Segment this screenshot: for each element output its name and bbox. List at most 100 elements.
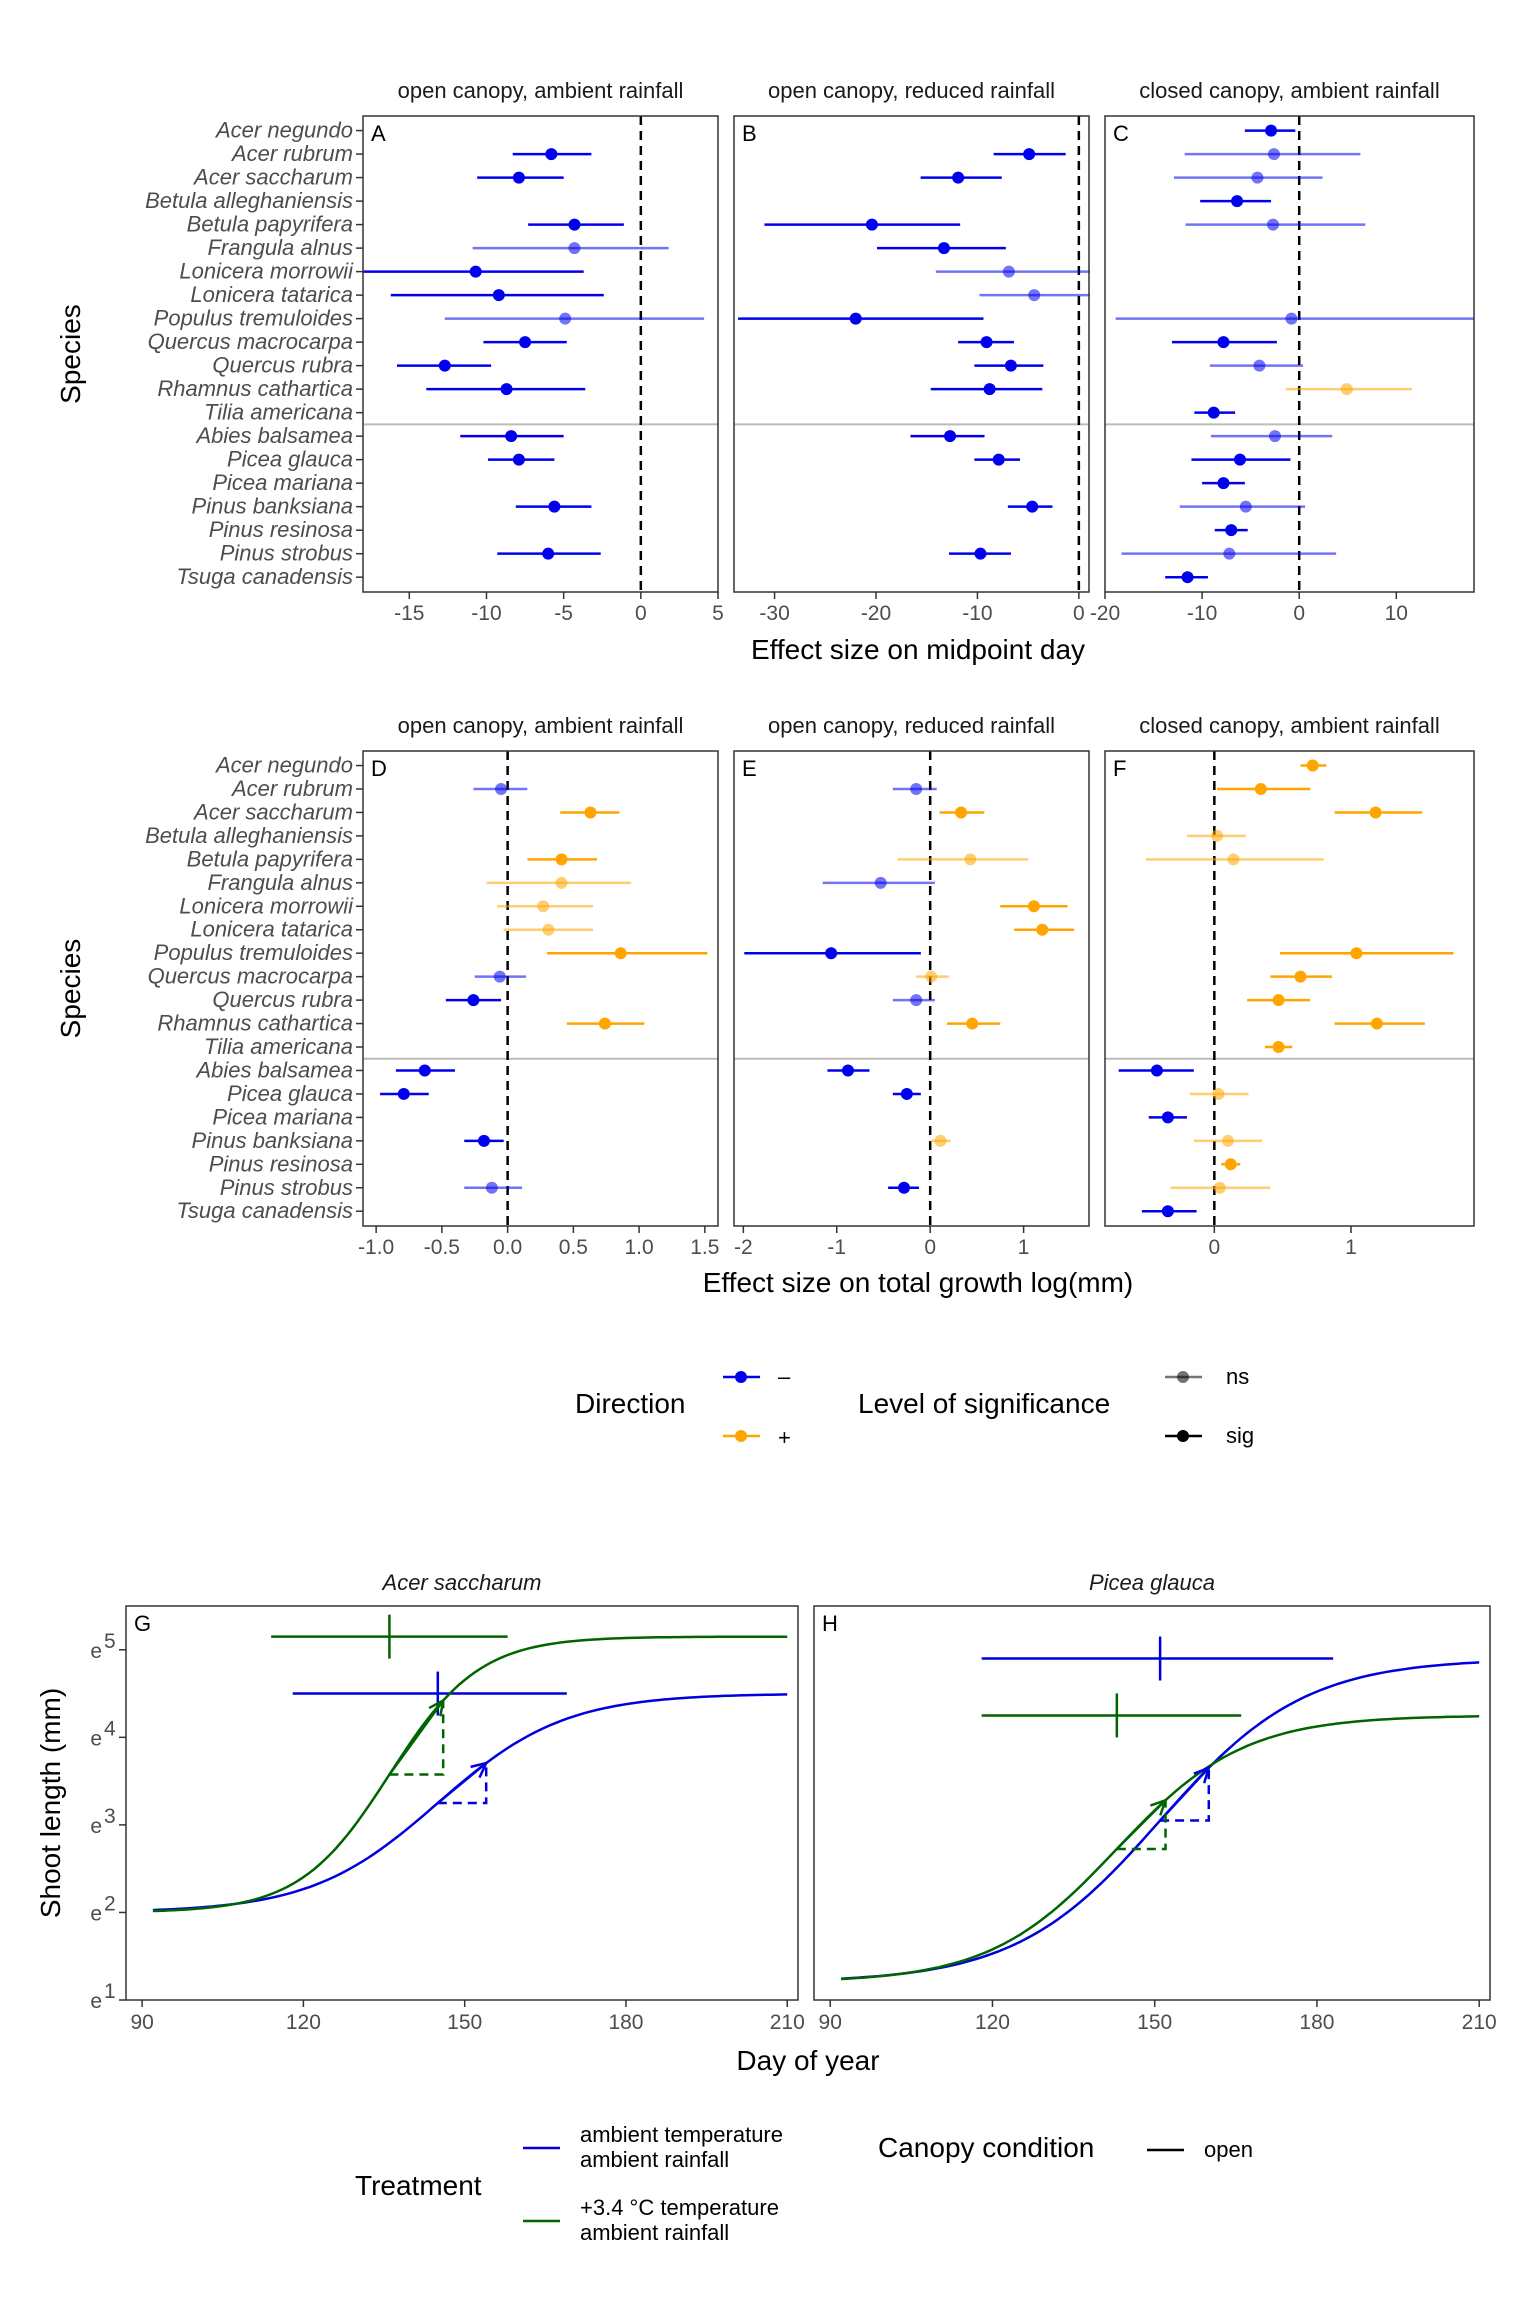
effect-point (937, 242, 950, 255)
panel-E: open canopy, reduced rainfall E -2 -1 0 1 (733, 713, 1090, 1259)
x-tick-label: 0 (1208, 1236, 1220, 1259)
effect-point (477, 1134, 490, 1147)
effect-point (934, 1134, 947, 1147)
y-tick-exponent: 4 (104, 1717, 116, 1740)
effect-point (495, 783, 508, 795)
panel-frame (733, 750, 1090, 1227)
effect-point (555, 853, 568, 866)
x-axis-title: Day of year (736, 2045, 879, 2076)
x-tick-label: 90 (819, 2011, 842, 2034)
effect-point (1224, 1158, 1237, 1171)
effect-point (992, 453, 1005, 466)
species-label: Acer saccharum (192, 799, 353, 824)
warmed-rate-arrow (388, 1699, 445, 1776)
effect-point (1223, 547, 1236, 560)
x-tick-label: 1 (1345, 1236, 1357, 1259)
x-tick-label: -15 (394, 602, 424, 625)
x-tick-label: -0.5 (424, 1236, 460, 1259)
effect-point (548, 500, 561, 513)
y-tick-exponent: 5 (104, 1630, 116, 1653)
warmed-rate-step (389, 1700, 445, 1776)
effect-point (1268, 430, 1281, 443)
x-tick-label: -30 (759, 602, 789, 625)
panel-F: closed canopy, ambient rainfall F 0 1 (1104, 713, 1475, 1259)
x-tick-label: 0 (635, 602, 647, 625)
effect-point (519, 336, 532, 349)
x-tick-label: 150 (1137, 2011, 1172, 2034)
effect-point (1253, 359, 1266, 372)
species-label: Quercus rubra (212, 987, 353, 1012)
effect-point (964, 853, 977, 866)
effect-point (1211, 829, 1224, 842)
panel-tag: C (1113, 121, 1129, 146)
effect-point (1036, 923, 1049, 936)
facet-title: open canopy, ambient rainfall (398, 713, 684, 738)
species-title: Picea glauca (1089, 1570, 1215, 1595)
species-label: Acer rubrum (230, 141, 353, 166)
species-label: Abies balsamea (194, 423, 353, 448)
panel-frame (813, 1605, 1491, 2001)
effect-point (598, 1017, 611, 1030)
species-label: Betula papyrifera (187, 212, 353, 237)
species-label: Picea mariana (212, 470, 353, 495)
effect-point (505, 430, 518, 443)
effect-point (1212, 1087, 1225, 1100)
legend-sig-label: sig (1226, 1423, 1254, 1448)
effect-point (925, 970, 938, 983)
species-title: Acer saccharum (381, 1570, 542, 1595)
effect-point (493, 970, 506, 983)
legend-open-label: open (1204, 2137, 1253, 2162)
panel-B: open canopy, reduced rainfall B -30 -20 -10 0 (733, 78, 1091, 625)
species-label: Frangula alnus (207, 870, 353, 895)
ambient-rate-step (437, 1763, 488, 1805)
species-label: Picea glauca (227, 1081, 353, 1106)
legend-ambient-label-1: ambient temperature (580, 2122, 783, 2147)
effect-point (865, 218, 878, 231)
species-label: Betula alleghaniensis (145, 823, 353, 848)
x-tick-label: -2 (734, 1236, 753, 1259)
effect-point (1217, 477, 1230, 490)
effect-point (1217, 336, 1230, 349)
effect-point (1265, 124, 1278, 137)
warmed-rate-arrow (1115, 1799, 1167, 1850)
ambient-arrow-head (470, 1761, 489, 1779)
warmed-arrow-head (1149, 1798, 1168, 1816)
species-label: Tsuga canadensis (176, 564, 353, 589)
effect-point (1161, 1205, 1174, 1218)
legend-ns-dot (1177, 1371, 1189, 1383)
species-label: Tilia americana (204, 400, 353, 425)
effect-point (545, 148, 558, 161)
x-tick-label: 210 (1462, 2011, 1497, 2034)
legend-canopy-title: Canopy condition (878, 2132, 1094, 2163)
effect-point (1306, 759, 1319, 772)
effect-point (1028, 289, 1041, 302)
species-label: Pinus resinosa (209, 517, 353, 542)
species-label: Frangula alnus (207, 235, 353, 260)
ambient-rate-step (1160, 1767, 1211, 1822)
legend-warmed-label-2: ambient rainfall (580, 2220, 729, 2245)
panel-tag: D (371, 756, 387, 781)
y-tick-label: e (90, 1640, 102, 1663)
effect-point (614, 947, 627, 960)
species-label: Betula papyrifera (187, 846, 353, 871)
facet-title: open canopy, reduced rainfall (768, 713, 1055, 738)
ambient-arrow-head (1193, 1765, 1211, 1784)
panel-D: open canopy, ambient rainfall D -1.0 -0.5 0.… (358, 713, 719, 1259)
species-label: Acer negundo (214, 753, 353, 778)
effect-point (1272, 1041, 1285, 1054)
effect-point (910, 783, 923, 795)
species-label: Lonicera morrowii (179, 259, 354, 284)
panel-frame (733, 115, 1090, 593)
y-tick-label: e (90, 1815, 102, 1838)
x-tick-label: -20 (861, 602, 891, 625)
x-tick-label: 150 (447, 2011, 482, 2034)
warmed-growth-curve (840, 1715, 1480, 1981)
effect-point (910, 994, 923, 1007)
species-label: Lonicera tatarica (190, 282, 353, 307)
effect-point (1225, 524, 1238, 537)
effect-point (1026, 500, 1039, 513)
y-tick-label: e (90, 1727, 102, 1750)
legend-treatment-title: Treatment (355, 2170, 482, 2201)
warmed-rate-step (1116, 1800, 1167, 1851)
y-axis-title: Shoot length (mm) (35, 1688, 66, 1918)
